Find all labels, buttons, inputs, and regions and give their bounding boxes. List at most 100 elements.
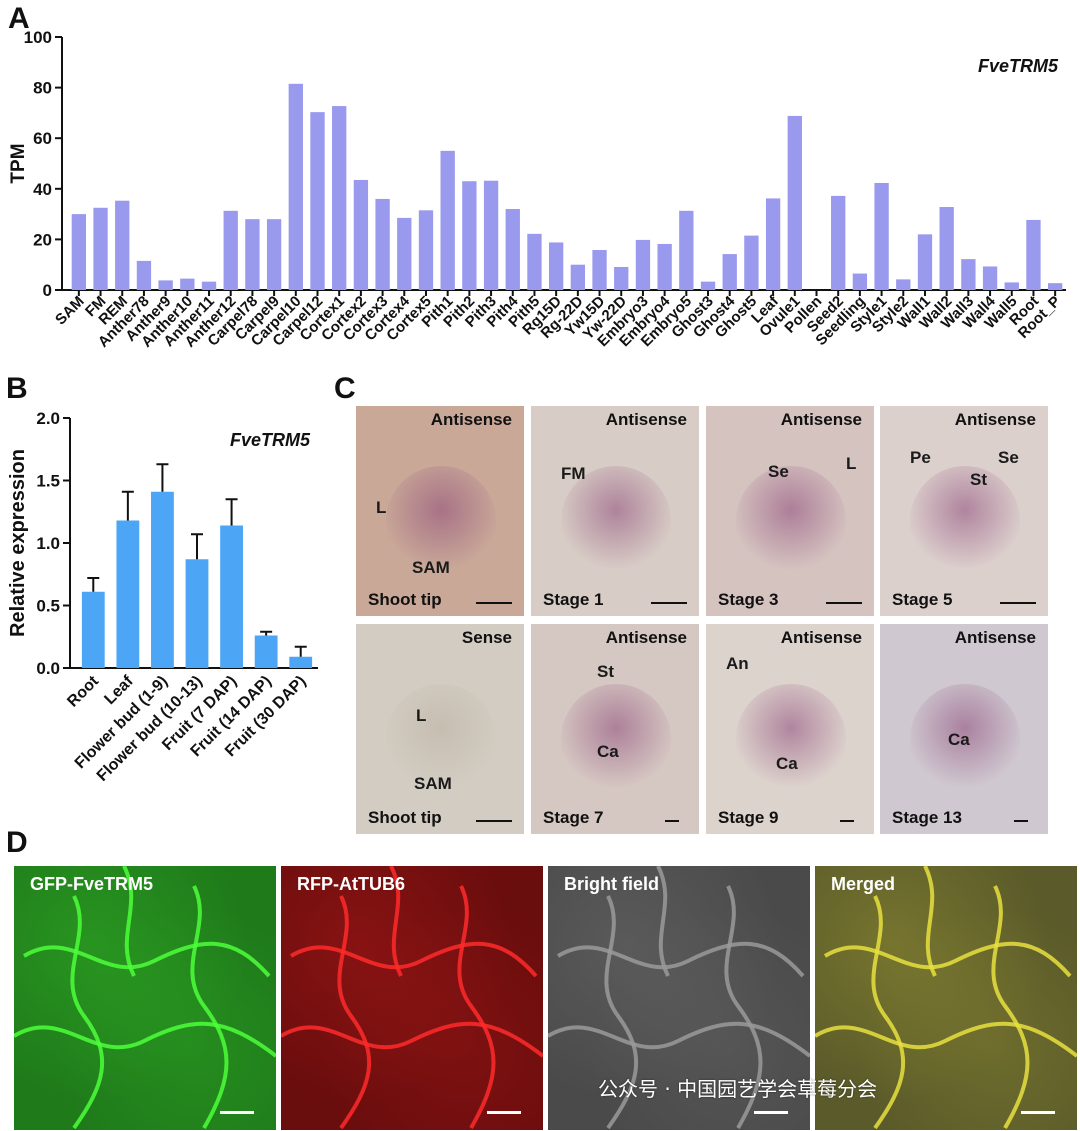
stage-label: Stage 3: [718, 590, 779, 609]
scale-bar: [476, 602, 512, 604]
tissue-stain: [386, 466, 496, 576]
cell-wall: [815, 1021, 1077, 1058]
bar: [71, 214, 87, 290]
cell-wall: [823, 941, 1072, 978]
bar: [440, 150, 455, 290]
scale-bar: [665, 820, 679, 822]
structure-label: St: [597, 662, 614, 681]
fluorescence-tile: GFP-FveTRM5: [14, 866, 276, 1130]
probe-label: Antisense: [780, 410, 862, 429]
y-tick-label: 0: [43, 281, 52, 300]
stage-label: Stage 13: [892, 808, 962, 827]
y-tick-label: 40: [33, 180, 52, 199]
bar: [635, 239, 651, 290]
structure-label: L: [376, 498, 387, 517]
in-situ-tile: Antisense FM Stage 1: [531, 406, 699, 616]
chart-title: FveTRM5: [230, 430, 311, 450]
in-situ-tile: Antisense Ca Stage 13: [880, 624, 1048, 834]
scale-bar: [826, 602, 862, 604]
bar: [180, 278, 195, 290]
cell-wall: [14, 1021, 276, 1058]
bar: [852, 273, 868, 290]
tissue-stain: [386, 684, 496, 794]
bar: [614, 266, 629, 290]
scale-bar: [1021, 1111, 1055, 1114]
probe-label: Antisense: [605, 410, 687, 429]
scale-bar: [1000, 602, 1036, 604]
bar: [289, 656, 313, 668]
structure-label: An: [726, 654, 749, 673]
x-tick-label: SAM: [52, 293, 88, 329]
cell-wall: [457, 885, 496, 1129]
stage-label: Shoot tip: [368, 808, 442, 827]
bar: [1004, 282, 1019, 290]
panel-letter-b: B: [6, 372, 28, 405]
cell-wall: [22, 941, 271, 978]
y-tick-label: 2.0: [36, 409, 60, 428]
y-tick-label: 100: [24, 28, 52, 47]
channel-title: RFP-AtTUB6: [297, 874, 405, 894]
tissue-stain: [910, 466, 1020, 576]
tissue-stain: [736, 684, 846, 794]
scale-bar: [651, 602, 687, 604]
structure-label: SAM: [412, 558, 450, 577]
cell-wall: [70, 895, 105, 1130]
cell-wall: [656, 866, 670, 977]
bar: [353, 179, 369, 290]
in-situ-tile: Antisense L SAM Shoot tip: [356, 406, 524, 616]
structure-label: Se: [768, 462, 789, 481]
stage-label: Stage 7: [543, 808, 604, 827]
channel-title: GFP-FveTRM5: [30, 874, 154, 894]
bar: [527, 233, 542, 290]
cell-wall: [190, 885, 229, 1129]
bar: [570, 264, 586, 290]
bar: [220, 525, 243, 668]
bar: [548, 242, 564, 290]
cell-wall: [548, 1021, 810, 1058]
bar: [115, 200, 130, 290]
scale-bar: [1014, 820, 1028, 822]
structure-label: Pe: [910, 448, 931, 467]
structure-label: St: [970, 470, 987, 489]
y-tick-label: 20: [33, 230, 52, 249]
cell-outline-sketch: [548, 866, 810, 1130]
cell-outline-sketch: [281, 866, 543, 1130]
bar: [679, 210, 694, 290]
y-axis-label: Relative expression: [7, 449, 29, 637]
structure-label: SAM: [414, 774, 452, 793]
bar: [961, 259, 976, 290]
scale-bar: [840, 820, 854, 822]
bar: [418, 210, 434, 290]
bar: [592, 250, 607, 290]
bar: [831, 195, 846, 290]
chart-title: FveTRM5: [978, 56, 1059, 76]
bar: [136, 260, 152, 290]
bar: [288, 83, 303, 291]
probe-label: Antisense: [430, 410, 512, 429]
in-situ-tile: Antisense St Ca Stage 7: [531, 624, 699, 834]
in-situ-tile: Sense L SAM Shoot tip: [356, 624, 524, 834]
bar: [917, 234, 933, 290]
panel-letter-a: A: [8, 2, 30, 35]
cell-wall: [337, 895, 372, 1130]
cell-wall: [724, 885, 763, 1129]
cell-wall: [556, 941, 805, 978]
bar: [266, 219, 282, 290]
structure-label: Ca: [948, 730, 970, 749]
tissue-stain: [736, 466, 846, 576]
bar: [375, 198, 390, 290]
fluorescence-tile: Merged: [815, 866, 1077, 1130]
cell-wall: [604, 895, 639, 1130]
bar: [982, 266, 998, 290]
bar: [201, 281, 217, 290]
cell-outline-sketch: [815, 866, 1077, 1130]
bar: [116, 520, 140, 668]
bar: [245, 219, 260, 290]
bar: [93, 207, 108, 290]
bar: [185, 559, 209, 668]
tissue-stain: [561, 684, 671, 794]
structure-label: L: [846, 454, 857, 473]
cell-wall: [871, 895, 906, 1130]
fluorescence-tile: RFP-AtTUB6: [281, 866, 543, 1130]
y-tick-label: 1.5: [36, 472, 60, 491]
